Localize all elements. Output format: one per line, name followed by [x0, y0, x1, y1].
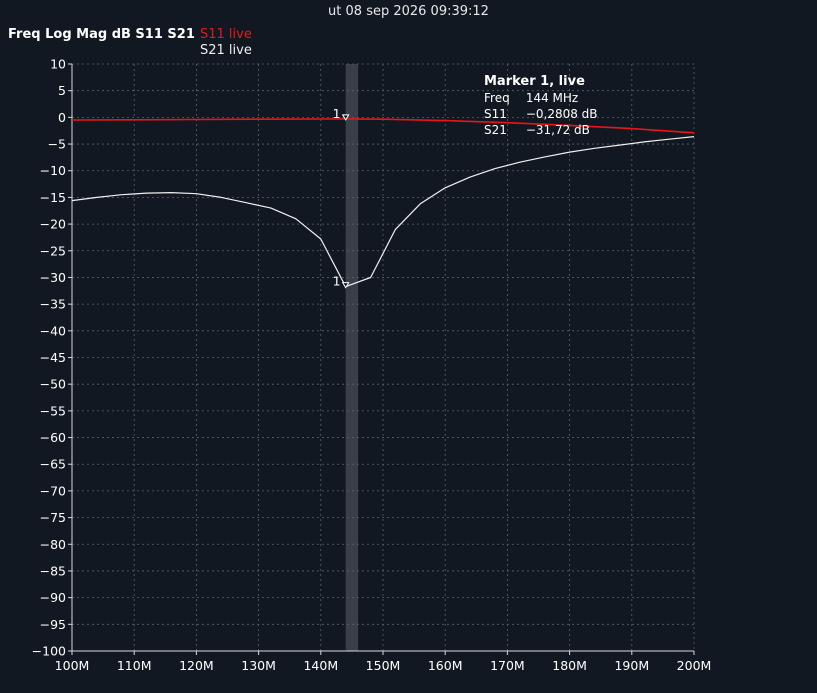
- x-tick-label: 190M: [614, 658, 649, 673]
- y-tick-label: 5: [58, 83, 66, 98]
- x-tick-label: 130M: [241, 658, 276, 673]
- x-tick-label: 160M: [428, 658, 463, 673]
- marker-title: Marker 1, live: [484, 74, 585, 89]
- y-tick-label: −5: [48, 137, 66, 152]
- y-tick-label: −85: [40, 563, 66, 578]
- y-tick-label: −80: [40, 537, 66, 552]
- y-tick-label: −45: [40, 350, 66, 365]
- legend-entry-s11[interactable]: S11 live: [200, 27, 252, 42]
- marker-band: [345, 64, 359, 651]
- y-tick-label: 10: [50, 57, 66, 72]
- marker-key-s21: S21: [484, 123, 507, 137]
- x-tick-label: 140M: [303, 658, 338, 673]
- marker-row-s21: S21 −31,72 dB: [484, 122, 598, 138]
- marker-row-s11: S11 −0,2808 dB: [484, 106, 598, 122]
- x-tick-label: 200M: [677, 658, 712, 673]
- x-tick-label: 120M: [179, 658, 214, 673]
- legend: S11 live S21 live: [200, 27, 252, 59]
- y-tick-label: −15: [40, 190, 66, 205]
- y-tick-label: −60: [40, 430, 66, 445]
- y-tick-label: −30: [40, 270, 66, 285]
- y-tick-label: 0: [58, 110, 66, 125]
- x-tick-label: 110M: [117, 658, 152, 673]
- series-line-s11-live[interactable]: [71, 118, 695, 134]
- x-tick-label: 100M: [55, 658, 90, 673]
- y-tick-label: −65: [40, 457, 66, 472]
- y-tick-label: −55: [40, 403, 66, 418]
- x-tick-label: 150M: [366, 658, 401, 673]
- y-tick-label: −20: [40, 217, 66, 232]
- y-tick-label: −25: [40, 243, 66, 258]
- timestamp: ut 08 sep 2026 09:39:12: [328, 4, 489, 19]
- chart-title: Freq Log Mag dB S11 S21: [8, 27, 195, 42]
- marker-key-s11: S11: [484, 107, 507, 121]
- x-tick-label: 170M: [490, 658, 525, 673]
- y-tick-label: −35: [40, 297, 66, 312]
- marker-value-s21: −31,72 dB: [525, 123, 590, 137]
- y-tick-label: −50: [40, 377, 66, 392]
- marker-readout: Marker 1, live Freq 144 MHz S11 −0,2808 …: [484, 74, 598, 138]
- legend-entry-s21[interactable]: S21 live: [200, 43, 252, 58]
- y-tick-label: −70: [40, 483, 66, 498]
- x-tick-label: 180M: [552, 658, 587, 673]
- marker-row-freq: Freq 144 MHz: [484, 90, 598, 106]
- y-tick-label: −75: [40, 510, 66, 525]
- marker-number-s11: 1: [333, 106, 341, 121]
- y-tick-label: −40: [40, 323, 66, 338]
- marker-key-freq: Freq: [484, 91, 510, 105]
- series-line-s21-live[interactable]: [71, 136, 695, 288]
- marker-value-freq: 144 MHz: [525, 91, 579, 105]
- marker-triangle-s21[interactable]: [341, 282, 350, 289]
- y-tick-label: −95: [40, 617, 66, 632]
- marker-number-s21: 1: [333, 274, 341, 289]
- marker-triangle-s11[interactable]: [341, 114, 350, 121]
- y-tick-label: −10: [40, 163, 66, 178]
- y-tick-label: −90: [40, 590, 66, 605]
- marker-value-s11: −0,2808 dB: [525, 107, 598, 121]
- y-tick-label: −100: [32, 644, 66, 659]
